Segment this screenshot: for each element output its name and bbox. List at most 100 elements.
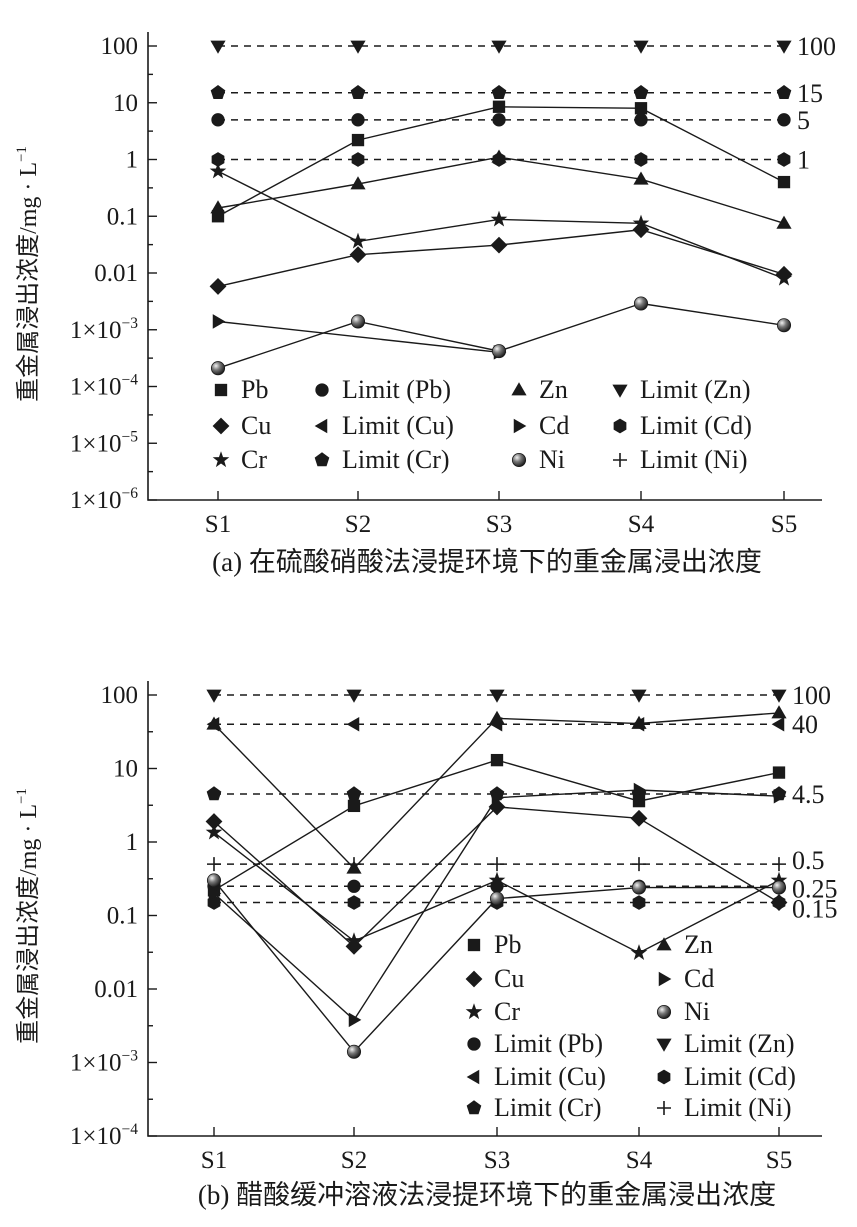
- limit-marker: [347, 895, 361, 910]
- legend-marker: [467, 1037, 481, 1051]
- x-tick-label: S1: [201, 1147, 227, 1174]
- y-tick-label: 1: [126, 147, 139, 174]
- data-point: [346, 1044, 362, 1059]
- legend-label: Cd: [539, 411, 569, 440]
- legend-label: Limit (Zn): [640, 375, 750, 404]
- limit-marker: [777, 113, 791, 127]
- chart-panel-a: 100 10 1 0.1 0.01 1×10−3 1×10−4 1×10−5 1×10−6 S1 S…: [14, 32, 836, 577]
- legend-label: Cd: [684, 964, 714, 993]
- limit-marker: [771, 716, 785, 732]
- legend-label: Limit (Pb): [494, 1029, 603, 1058]
- legend-label: Cu: [494, 964, 524, 993]
- data-point: [349, 232, 367, 249]
- data-point: [210, 361, 226, 376]
- x-tick-label: S5: [771, 511, 797, 538]
- legend-label: Limit (Pb): [342, 375, 451, 404]
- data-point: [633, 782, 647, 798]
- legend-label: Cr: [241, 445, 267, 474]
- data-point: [631, 880, 647, 895]
- x-tick-label: S2: [345, 511, 371, 538]
- limit-label: 0.5: [792, 846, 825, 875]
- data-point: [348, 1012, 362, 1028]
- limit-marker: [210, 85, 226, 99]
- limit-marker: [207, 857, 221, 872]
- limit-label: 40: [792, 710, 818, 739]
- series-line: [217, 320, 500, 353]
- legend-label: Limit (Cu): [342, 411, 454, 440]
- data-point: [489, 891, 505, 906]
- limit-label: 1: [797, 146, 810, 175]
- legend-marker: [466, 1100, 482, 1115]
- data-point: [208, 886, 222, 901]
- limit-marker: [631, 689, 647, 703]
- y-tick-label: 1×10−5: [70, 428, 138, 457]
- data-point: [491, 790, 505, 806]
- data-point: [490, 236, 508, 254]
- limit-marker: [633, 40, 649, 54]
- data-point: [771, 705, 787, 719]
- limit-label: 100: [792, 681, 831, 710]
- limit-marker: [633, 85, 649, 99]
- limit-marker: [772, 857, 786, 872]
- limit-label: 100: [797, 32, 836, 61]
- legend-marker: [658, 971, 672, 987]
- legend-marker: [613, 453, 627, 467]
- limit-marker: [491, 40, 507, 54]
- legend-marker: [656, 1004, 672, 1020]
- limit-marker: [350, 85, 366, 99]
- y-axis-label: 重金属浸出浓度/mg · L−1: [14, 788, 42, 1044]
- legend-marker: [656, 1038, 672, 1052]
- data-point: [492, 100, 506, 113]
- legend-label: Ni: [684, 997, 710, 1026]
- data-point: [491, 344, 507, 359]
- legend-label: Cr: [494, 997, 520, 1026]
- y-tick-label: 1×10−6: [70, 485, 138, 514]
- limit-marker: [634, 113, 648, 127]
- legend-marker: [465, 970, 483, 988]
- data-point: [206, 873, 222, 888]
- limit-marker: [350, 40, 366, 54]
- y-tick-label: 100: [101, 33, 139, 60]
- data-point: [630, 809, 648, 827]
- legend-label: Limit (Zn): [684, 1029, 794, 1058]
- chart-panel-b: 100 10 1 0.1 0.01 1×10−3 1×10−4 S1 S2 S3 S4 S5 重金属浸出…: [14, 681, 838, 1210]
- y-tick-label: 1×10−4: [70, 372, 138, 401]
- data-point: [347, 799, 361, 813]
- limit-label: 4.5: [792, 780, 825, 809]
- limit-marker: [351, 113, 365, 127]
- legend-label: Limit (Cr): [494, 1093, 602, 1122]
- limit-marker: [489, 689, 505, 703]
- data-point: [350, 314, 366, 329]
- data-point: [630, 944, 648, 960]
- data-point: [205, 823, 223, 840]
- data-point: [346, 860, 362, 874]
- legend-marker: [511, 452, 527, 468]
- data-point: [491, 149, 507, 163]
- limit-marker: [776, 85, 792, 99]
- series-line: [217, 302, 785, 369]
- data-point: [205, 813, 223, 830]
- data-point: [776, 318, 792, 333]
- legend-marker: [465, 1003, 483, 1020]
- y-tick-label: 0.1: [107, 903, 138, 930]
- data-point: [345, 932, 363, 949]
- data-point: [632, 214, 650, 231]
- x-tick-label: S3: [484, 1147, 510, 1174]
- data-point: [212, 314, 226, 329]
- legend-marker: [656, 937, 672, 951]
- legend-marker: [511, 382, 527, 396]
- limit-label: 15: [797, 79, 823, 108]
- data-point: [777, 175, 791, 189]
- data-point: [772, 766, 786, 779]
- legend-label: Limit (Cu): [494, 1062, 606, 1091]
- x-tick-label: S3: [486, 511, 512, 538]
- legend-label: Limit (Ni): [684, 1093, 792, 1122]
- data-point: [349, 246, 367, 264]
- data-point: [633, 296, 649, 311]
- limit-marker: [491, 85, 507, 99]
- data-point: [490, 753, 504, 767]
- legend-marker: [657, 1101, 671, 1115]
- data-point: [776, 215, 792, 229]
- x-tick-label: S4: [626, 1147, 653, 1174]
